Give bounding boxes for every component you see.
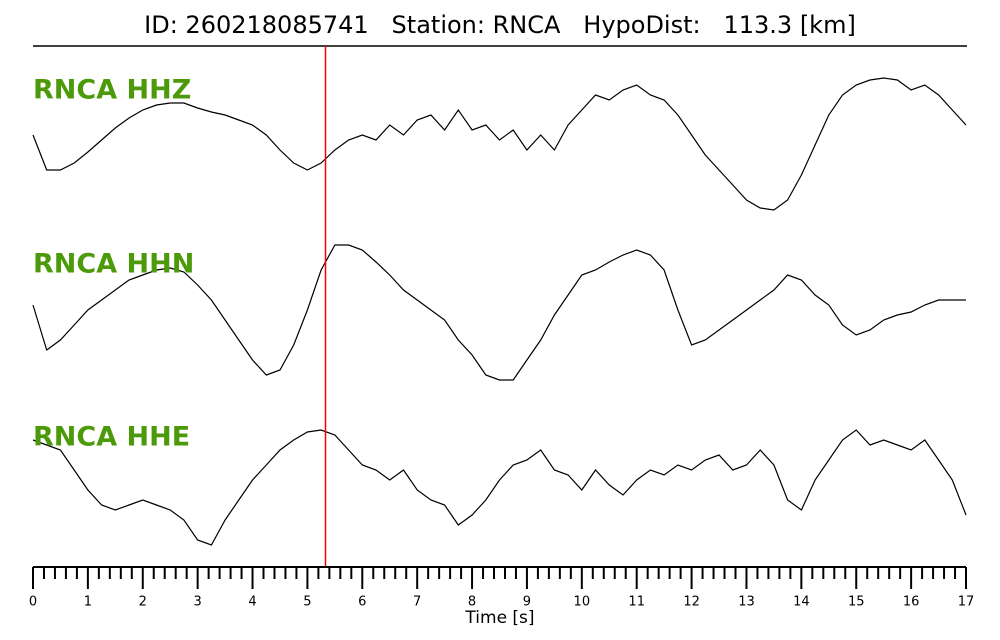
x-tick-label: 13 (738, 595, 755, 610)
x-axis-label: Time [s] (464, 608, 534, 628)
x-tick-label: 15 (848, 595, 865, 610)
x-tick-label: 2 (139, 595, 147, 610)
x-tick-label: 10 (574, 595, 591, 610)
x-tick-label: 7 (413, 595, 421, 610)
trace-label: RNCA HHZ (33, 75, 191, 106)
x-tick-label: 17 (958, 595, 975, 610)
trace (32, 429, 967, 546)
x-tick-label: 5 (303, 595, 311, 610)
trace (32, 77, 967, 211)
trace-label: RNCA HHE (33, 422, 190, 453)
x-tick-label: 1 (84, 595, 92, 610)
chart-title: ID: 260218085741 Station: RNCA HypoDist:… (144, 11, 856, 39)
x-tick-label: 4 (248, 595, 256, 610)
x-tick-label: 6 (358, 595, 366, 610)
x-tick-label: 3 (194, 595, 202, 610)
x-tick-label: 8 (468, 595, 476, 610)
x-tick-label: 11 (628, 595, 645, 610)
x-tick-label: 0 (29, 595, 37, 610)
x-tick-label: 9 (523, 595, 531, 610)
trace-label: RNCA HHN (33, 249, 194, 280)
trace (32, 244, 966, 381)
x-tick-label: 16 (903, 595, 920, 610)
x-tick-label: 12 (683, 595, 700, 610)
x-tick-label: 14 (793, 595, 810, 610)
